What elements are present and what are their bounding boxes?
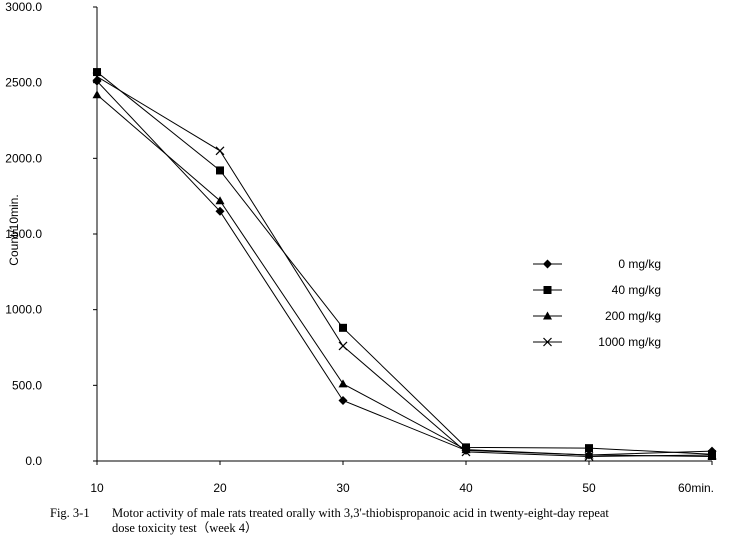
- data-point: [215, 206, 225, 216]
- x-marker-stroke: [584, 452, 594, 461]
- triangle-marker-shape: [92, 90, 102, 99]
- axes: 0.0 500.0 1000.0 1500.0 2000.0 2500.0 3000.0 10…: [5, 0, 714, 495]
- data-point: [338, 395, 348, 405]
- diamond-marker-shape: [543, 259, 552, 269]
- y-tick-label: 2500.0: [5, 76, 42, 90]
- legend: 0 mg/kg 40 mg/kg 200 mg/kg 1000 mg/kg: [533, 257, 661, 349]
- diamond-marker-shape: [215, 206, 225, 216]
- data-point: [216, 166, 224, 175]
- legend-label: 1000 mg/kg: [598, 335, 661, 349]
- data-point: [585, 444, 593, 453]
- series-line: [96, 94, 713, 457]
- triangle-marker-shape: [215, 196, 225, 205]
- legend-label: 200 mg/kg: [605, 309, 661, 323]
- data-point: [92, 72, 102, 82]
- x-tick-label: 30: [336, 481, 350, 495]
- x-marker-stroke: [338, 341, 348, 351]
- data-point: [215, 146, 225, 156]
- y-tick-label: 500.0: [12, 378, 42, 392]
- x-tick-label: 50: [582, 481, 596, 495]
- legend-entry-200-mg-kg: 200 mg/kg: [533, 309, 661, 323]
- x-marker-stroke: [92, 72, 102, 82]
- square-marker-shape: [339, 323, 347, 332]
- square-marker-shape: [93, 68, 101, 77]
- legend-entry-40-mg-kg: 40 mg/kg: [533, 283, 661, 297]
- legend-label: 0 mg/kg: [618, 257, 661, 271]
- y-axis-title: Count/10min.: [7, 194, 21, 265]
- x-tick-label: 40: [459, 481, 473, 495]
- data-point: [338, 379, 348, 388]
- legend-marker: [543, 337, 552, 347]
- legend-marker: [543, 311, 552, 320]
- series-200-mg-kg: [92, 90, 717, 460]
- data-point: [215, 196, 225, 205]
- data-point: [93, 68, 101, 77]
- triangle-marker-shape: [461, 445, 471, 454]
- y-tick-label: 3000.0: [5, 0, 42, 14]
- figure-caption: Fig. 3-1 Motor activity of male rats trea…: [50, 506, 726, 536]
- legend-marker: [543, 259, 552, 269]
- x-tick-label: 60min.: [678, 481, 714, 495]
- series-line: [96, 80, 713, 456]
- caption-line-1: Motor activity of male rats treated oral…: [112, 506, 609, 520]
- legend-entry-1000-mg-kg: 1000 mg/kg: [533, 335, 661, 349]
- caption-prefix: Fig. 3-1: [50, 506, 90, 520]
- y-tick-label: 2000.0: [5, 151, 42, 165]
- triangle-marker-shape: [543, 311, 552, 320]
- square-marker-shape: [543, 286, 552, 294]
- legend-marker: [543, 286, 552, 294]
- data-point: [707, 450, 717, 460]
- data-point: [461, 447, 471, 457]
- series-1000-mg-kg: [92, 72, 717, 461]
- data-point: [92, 90, 102, 99]
- legend-label: 40 mg/kg: [612, 283, 661, 297]
- square-marker-shape: [585, 444, 593, 453]
- caption-line-2: dose toxicity test（week 4）: [112, 521, 258, 535]
- series-line: [96, 76, 713, 457]
- legend-entry-0-mg-kg: 0 mg/kg: [533, 257, 661, 271]
- y-tick-label: 0.0: [25, 454, 42, 468]
- x-tick-label: 20: [213, 481, 227, 495]
- series-line: [96, 71, 713, 455]
- data-point: [339, 323, 347, 332]
- y-tick-label: 1500.0: [5, 227, 42, 241]
- x-marker-stroke: [707, 450, 717, 460]
- x-marker-stroke: [543, 337, 552, 347]
- x-tick-label: 10: [90, 481, 104, 495]
- data-point: [338, 341, 348, 351]
- diamond-marker-shape: [338, 395, 348, 405]
- series-layer: [92, 68, 717, 461]
- y-tick-label: 1000.0: [5, 303, 42, 317]
- triangle-marker-shape: [338, 379, 348, 388]
- x-marker-stroke: [461, 447, 471, 457]
- square-marker-shape: [216, 166, 224, 175]
- data-point: [584, 452, 594, 461]
- data-point: [461, 445, 471, 454]
- x-marker-stroke: [215, 146, 225, 156]
